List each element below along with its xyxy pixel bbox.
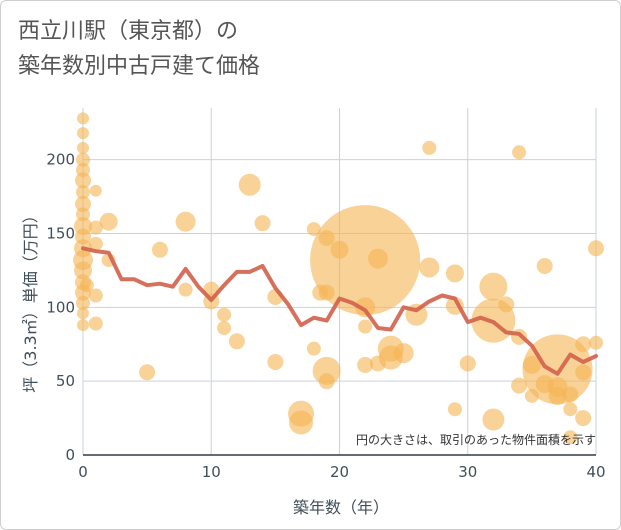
data-point [589, 335, 603, 350]
data-point [482, 408, 505, 431]
data-point [512, 145, 527, 160]
data-point [76, 295, 90, 310]
y-tick-label: 0 [65, 446, 75, 464]
title-line-1: 西立川駅（東京都）の [18, 19, 239, 44]
data-point [89, 184, 102, 197]
data-point [88, 220, 103, 235]
data-point [77, 141, 89, 154]
y-axis-title: 坪（3.3㎡）単価（万円） [21, 207, 40, 392]
y-tick-label: 200 [46, 151, 75, 169]
data-point [289, 410, 314, 435]
data-point [511, 377, 528, 394]
size-annotation: 円の大きさは、取引のあった物件面積を示す [356, 432, 596, 447]
data-point [367, 248, 388, 269]
data-point [175, 211, 196, 232]
data-point [77, 112, 89, 125]
data-point [75, 172, 91, 189]
x-tick-label: 30 [458, 463, 477, 481]
data-point [536, 257, 553, 274]
data-point [76, 185, 90, 200]
data-point [75, 195, 91, 212]
y-tick-label: 50 [56, 372, 75, 390]
x-tick-label: 10 [202, 463, 221, 481]
data-point [318, 373, 335, 390]
data-point [447, 402, 462, 417]
chart-title: 西立川駅（東京都）の 築年数別中古戸建て価格 [18, 14, 260, 84]
data-point [151, 241, 168, 258]
data-point [459, 355, 476, 372]
trend-line [81, 246, 598, 376]
data-point [79, 278, 94, 293]
trend-line-group [81, 246, 598, 376]
data-point [217, 321, 232, 336]
data-point [74, 261, 92, 280]
data-point [254, 215, 271, 232]
title-line-2: 築年数別中古戸建て価格 [18, 54, 261, 79]
data-point [419, 257, 440, 278]
x-axis-title: 築年数（年） [293, 498, 389, 517]
data-point [99, 212, 118, 231]
data-point [575, 410, 592, 427]
x-tick-label: 0 [78, 463, 88, 481]
data-point [522, 334, 593, 405]
data-point [88, 236, 103, 251]
data-point [306, 341, 321, 356]
data-point [178, 282, 193, 297]
data-point [563, 402, 578, 417]
bubbles [73, 112, 604, 445]
data-point [355, 297, 376, 318]
data-point [306, 222, 321, 237]
data-point [228, 333, 245, 350]
data-point [88, 288, 103, 303]
data-point [88, 316, 103, 331]
data-point [77, 127, 89, 140]
data-point [575, 336, 592, 353]
data-point [76, 207, 90, 222]
y-tick-label: 150 [46, 225, 75, 243]
data-point [563, 430, 578, 445]
data-point [238, 173, 261, 196]
data-point [77, 319, 89, 332]
data-point [575, 364, 592, 381]
data-point [76, 152, 90, 167]
data-point [358, 319, 373, 334]
x-tick-label: 40 [586, 463, 605, 481]
data-point [267, 353, 284, 370]
data-point [393, 343, 414, 364]
data-point [562, 386, 579, 403]
data-point [548, 386, 567, 405]
y-tick-label: 100 [46, 298, 75, 316]
data-point [479, 272, 508, 301]
data-point [77, 307, 89, 320]
data-point [588, 240, 604, 257]
data-point [310, 205, 421, 316]
x-tick-label: 20 [330, 463, 349, 481]
data-point [139, 364, 156, 381]
ticks: 0 10 20 30 40 0 50 100 150 200 [46, 151, 605, 481]
data-point [357, 356, 374, 373]
data-point [422, 140, 437, 155]
data-point [445, 264, 464, 283]
data-point [217, 307, 232, 322]
data-point [498, 296, 515, 313]
